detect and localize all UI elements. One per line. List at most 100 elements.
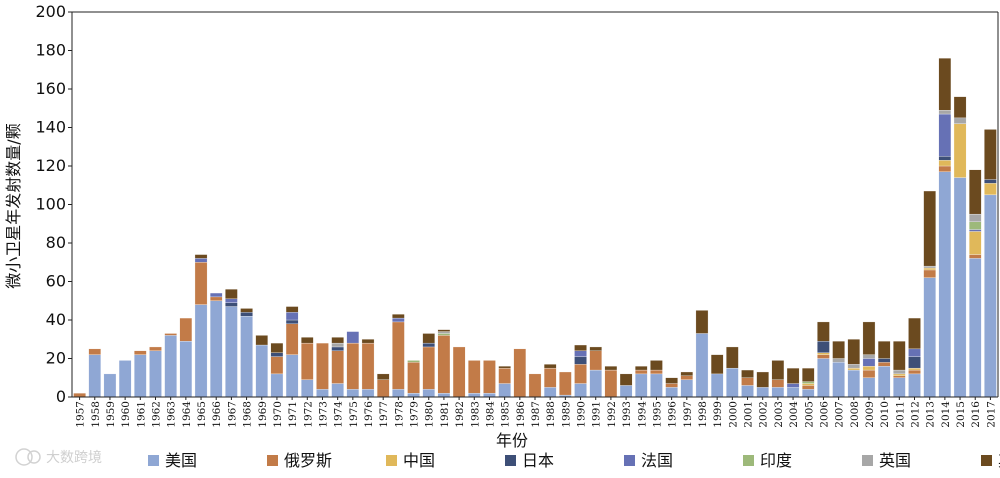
bar-segment-2017-series-2 [984,183,997,196]
bar-segment-2016-series-2 [969,231,982,255]
x-axis-ticks: 1957 1958 1959 1960 1961 1962 1963 1964 1965 1966… [75,397,997,428]
x-tick-label-1975: 1975 [348,401,360,428]
bar-segment-2008-series-2 [847,367,861,371]
bar-segment-1975-series-0 [346,389,360,398]
bar-segment-1981-series-1 [437,335,451,394]
bar-segment-1966-series-4 [209,292,223,298]
bar-segment-1967-series-3 [225,302,238,307]
bar-segment-2014-series-2 [938,160,952,167]
x-tick-label-1973: 1973 [317,401,329,428]
bar-segment-1966-series-0 [209,300,223,398]
bar-segment-2014-series-3 [938,156,952,161]
bar-segment-1968-series-7 [240,308,253,313]
bar-segment-1982-series-1 [452,346,466,398]
x-tick-label-2012: 2012 [910,401,922,428]
bar-segment-1966-series-1 [209,296,223,301]
bar-segment-2016-series-1 [969,254,982,259]
bar-segment-2015-series-7 [953,96,967,119]
bar-segment-1974-series-0 [331,383,344,398]
bar-segment-2007-series-6 [832,358,845,363]
bar-segment-1971-series-7 [285,306,299,313]
bar-segment-2016-series-0 [969,258,982,398]
x-tick-label-1982: 1982 [454,401,466,428]
bar-segment-1998-series-0 [695,333,709,398]
bar-segment-2016-series-7 [969,169,982,215]
bar-segment-2003-series-1 [771,379,785,388]
bar-segment-1999-series-7 [710,354,724,375]
x-tick-label-1981: 1981 [439,401,451,428]
bar-segment-1989-series-1 [559,371,572,396]
bar-segment-1988-series-1 [543,367,557,388]
x-tick-label-1989: 1989 [560,401,572,428]
watermark-logo-icon-ring [27,450,41,464]
bar-segment-2009-series-6 [862,354,876,359]
bar-segment-1996-series-7 [665,377,678,384]
x-tick-label-2009: 2009 [864,401,876,428]
bar-segment-2014-series-4 [938,113,952,157]
bar-segment-1990-series-4 [574,350,587,357]
bar-segment-2006-series-7 [817,321,830,342]
bar-segment-1977-series-7 [376,373,390,380]
x-tick-label-2010: 2010 [879,401,891,428]
x-tick-label-1972: 1972 [302,401,314,428]
bar-segment-1962-series-1 [149,346,162,351]
bar-segment-2004-series-7 [786,367,800,384]
legend-swatch-1 [267,455,278,466]
bar-segment-1972-series-1 [301,342,314,380]
watermark: 大数跨境 [15,448,102,466]
legend-swatch-2 [386,455,397,466]
legend-swatch-4 [624,455,635,466]
legend-swatch-3 [505,455,516,466]
x-tick-label-1979: 1979 [409,401,421,428]
bar-segment-1975-series-4 [346,331,360,344]
bar-segment-2009-series-7 [862,321,876,355]
x-tick-label-1969: 1969 [257,401,269,428]
x-tick-label-1983: 1983 [469,401,481,428]
bar-segment-2010-series-7 [877,341,891,359]
y-axis-title: 微小卫星年发射数量/颗 [4,123,23,288]
bar-segment-2001-series-1 [741,377,754,386]
x-tick-label-1991: 1991 [591,401,603,428]
bar-segment-1995-series-0 [650,373,663,398]
y-tick-label: 20 [46,349,66,368]
bar-segment-2013-series-6 [923,265,936,269]
bar-segment-1997-series-7 [680,371,694,376]
x-tick-label-1986: 1986 [515,401,527,428]
bar-segment-1972-series-0 [301,379,314,398]
bar-segment-2002-series-0 [756,387,769,398]
bar-segment-2014-series-7 [938,58,952,111]
x-tick-label-1992: 1992 [606,401,618,428]
bar-segment-1978-series-7 [392,314,405,319]
y-tick-label: 0 [56,387,66,406]
legend-swatch-5 [743,455,754,466]
bar-segment-1972-series-7 [301,337,314,344]
legend-swatch-0 [148,455,159,466]
y-tick-label: 200 [35,2,66,21]
bar-segment-1979-series-0 [407,392,420,398]
bar-segment-1992-series-7 [604,366,618,371]
bar-segment-1997-series-0 [680,379,694,398]
bar-segment-2012-series-4 [908,348,921,357]
legend-swatch-7 [981,455,992,466]
bar-segment-1980-series-0 [422,389,435,398]
bar-segment-1995-series-1 [650,369,663,375]
bar-segment-2013-series-7 [923,190,936,267]
y-axis-ticks: 0 20 40 60 80 100 120 140 160 180 200 [35,2,72,406]
x-tick-label-1987: 1987 [530,401,542,428]
bar-segment-1965-series-4 [194,258,208,263]
x-tick-label-1999: 1999 [712,401,724,428]
bar-segment-2006-series-3 [817,341,830,353]
bar-segment-1975-series-1 [346,342,360,390]
bar-segment-1986-series-1 [513,348,527,398]
bar-segment-1974-series-6 [331,342,344,348]
y-tick-label: 120 [35,156,66,175]
bar-segment-1980-series-7 [422,333,435,344]
legend-swatch-6 [862,455,873,466]
bar-segment-2014-series-0 [938,171,952,398]
bar-segment-2007-series-0 [832,362,845,398]
bar-segment-1968-series-0 [240,315,253,398]
x-tick-label-1965: 1965 [196,401,208,428]
bar-segment-2009-series-2 [862,366,876,371]
bar-segment-1969-series-7 [255,335,268,346]
